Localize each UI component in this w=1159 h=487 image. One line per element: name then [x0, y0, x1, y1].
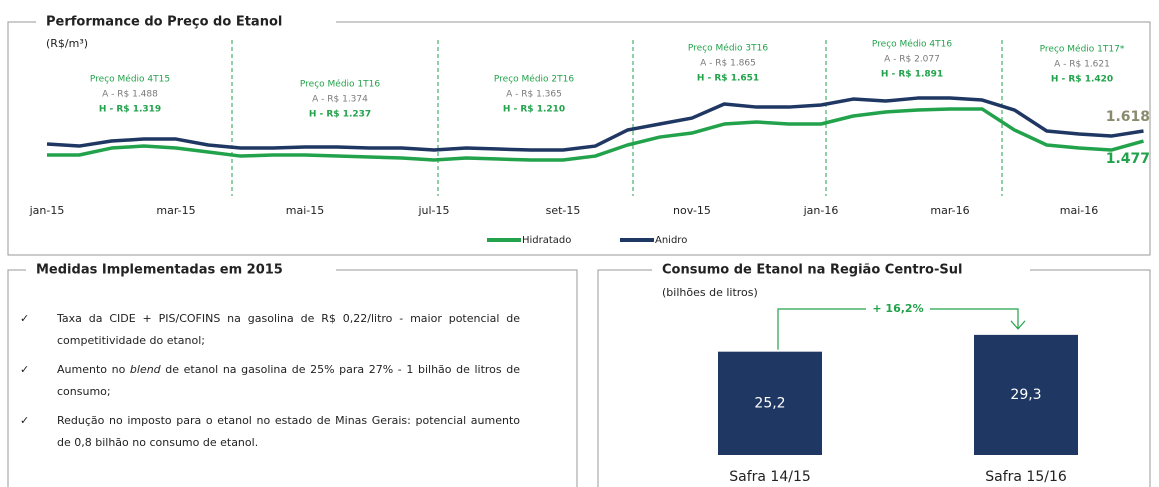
annotation: H - R$ 1.319	[99, 105, 161, 115]
annotation: H - R$ 1.420	[1051, 75, 1113, 85]
check-icon: ✓	[20, 312, 30, 325]
x-tick-label: jan-16	[803, 204, 839, 217]
data-label: 1.618	[1106, 109, 1150, 125]
annotation: A - R$ 1.488	[102, 90, 158, 100]
top-frame	[7, 21, 1151, 256]
annotation: A - R$ 1.865	[700, 59, 756, 69]
x-tick-label: mar-15	[156, 204, 195, 217]
line	[47, 107, 1144, 162]
x-tick-label: Safra 14/15	[729, 469, 811, 485]
bar	[974, 334, 1078, 455]
legend-label: Anidro	[655, 235, 687, 246]
title-bg	[26, 260, 336, 280]
chart-subtitle: (bilhões de litros)	[662, 286, 758, 299]
x-tick-label: nov-15	[673, 204, 711, 217]
title-bg	[652, 260, 1030, 280]
check-icon: ✓	[20, 363, 30, 376]
chart-title: Performance do Preço do Etanol	[46, 15, 282, 30]
x-tick-label: Safra 15/16	[985, 469, 1067, 485]
annotation: Preço Médio 4T15	[90, 74, 170, 85]
check-icon: ✓	[20, 414, 30, 427]
annotation: Preço Médio 3T16	[688, 43, 768, 54]
annotation: H - R$ 1.891	[881, 70, 943, 80]
x-tick-label: jul-15	[417, 204, 449, 217]
measure-item: ✓ Aumento no blend de etanol na gasolina …	[20, 359, 520, 403]
x-tick-label: jan-15	[29, 204, 65, 217]
annotation: A - R$ 1.374	[312, 95, 368, 105]
x-tick-label: mar-16	[930, 204, 969, 217]
annotation: Preço Médio 4T16	[872, 39, 952, 50]
measure-text: Redução no imposto para o etanol no esta…	[57, 410, 520, 454]
measure-text: Taxa da CIDE + PIS/COFINS na gasolina de…	[57, 308, 520, 352]
text-run: blend	[129, 363, 161, 376]
chart-title: Consumo de Etanol na Região Centro-Sul	[662, 263, 962, 278]
x-tick-label: set-15	[546, 204, 581, 217]
x-tick-label: mai-15	[286, 204, 324, 217]
measure-text: Aumento no blend de etanol na gasolina d…	[57, 359, 520, 403]
annotation: + 16,2%	[872, 302, 923, 315]
text-run: Redução no imposto para o etanol no esta…	[57, 414, 520, 449]
text-run: Taxa da CIDE + PIS/COFINS na gasolina de…	[57, 312, 520, 347]
measures-list: ✓ Taxa da CIDE + PIS/COFINS na gasolina d…	[20, 308, 520, 461]
label-bg	[866, 302, 930, 316]
text-run: de etanol na gasolina de 25% para 27% - …	[57, 363, 520, 398]
title-bg	[36, 12, 336, 32]
annotation: A - R$ 1.365	[506, 90, 562, 100]
data-label: 29,3	[1010, 387, 1041, 403]
annotation: Preço Médio 1T16	[300, 79, 380, 90]
text-run: Aumento no	[57, 363, 130, 376]
bar	[718, 351, 822, 455]
arrow-head	[1010, 320, 1026, 330]
x-tick-label: mai-16	[1060, 204, 1098, 217]
annotation: H - R$ 1.651	[697, 74, 759, 84]
line	[46, 96, 1144, 152]
annotation: A - R$ 2.077	[884, 55, 940, 65]
annotation: Preço Médio 2T16	[494, 74, 574, 85]
annotation: Preço Médio 1T17*	[1040, 44, 1125, 55]
measure-item: ✓ Redução no imposto para o etanol no est…	[20, 410, 520, 454]
annotation: A - R$ 1.621	[1054, 60, 1110, 70]
legend-label: Hidratado	[522, 235, 571, 246]
data-label: 25,2	[754, 395, 785, 411]
annotation: H - R$ 1.237	[309, 110, 371, 120]
chart-subtitle: (R$/m³)	[46, 37, 88, 50]
measure-item: ✓ Taxa da CIDE + PIS/COFINS na gasolina d…	[20, 308, 520, 352]
annotation: H - R$ 1.210	[503, 105, 565, 115]
measures-title: Medidas Implementadas em 2015	[36, 263, 283, 278]
data-label: 1.477	[1106, 151, 1150, 167]
